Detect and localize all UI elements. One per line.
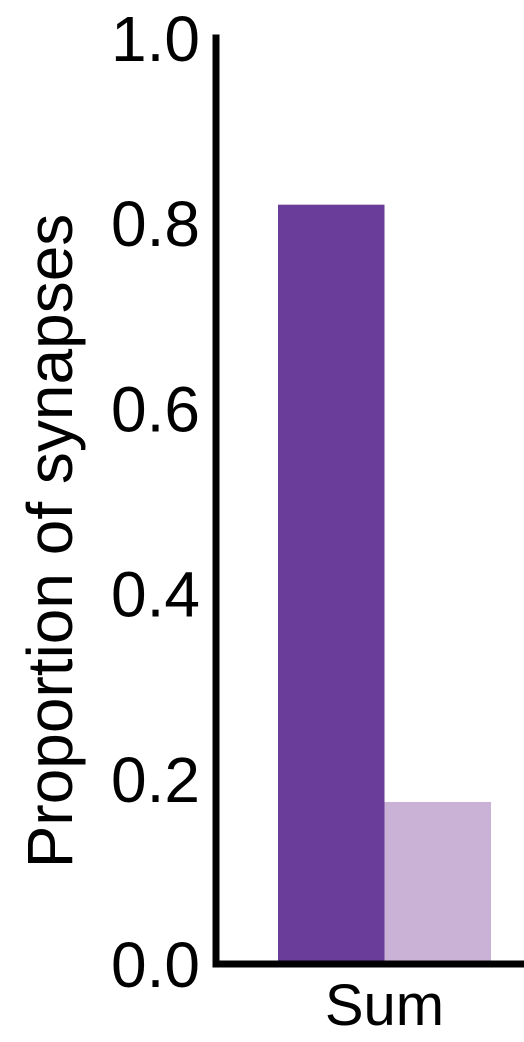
y-tick-label: 0.0	[111, 929, 200, 1001]
y-tick-label: 0.2	[111, 744, 200, 816]
y-tick-label: 0.4	[111, 559, 200, 631]
bar-sum-series-1	[278, 205, 385, 964]
y-tick-label: 1.0	[111, 3, 200, 75]
y-tick-label: 0.8	[111, 188, 200, 260]
y-axis-title: Proportion of synapses	[14, 214, 86, 869]
bar-sum-series-2	[385, 802, 492, 964]
x-labels-group: Sum	[325, 973, 444, 1038]
x-category-label: Sum	[325, 973, 444, 1038]
y-ticks-group: 0.0 0.2 0.4 0.6 0.8 1.0	[111, 3, 200, 1001]
bars-group	[278, 205, 491, 964]
y-tick-label: 0.6	[111, 373, 200, 445]
